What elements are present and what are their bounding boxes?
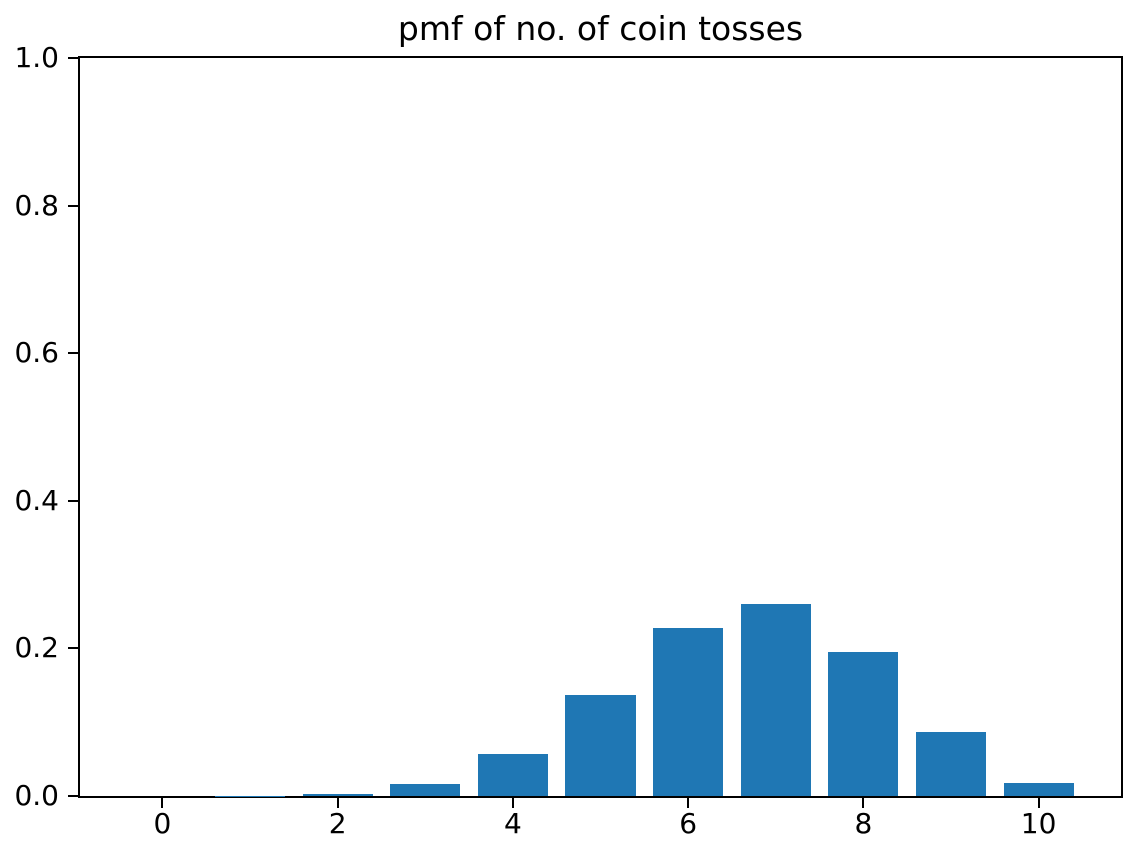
y-tick-mark — [68, 795, 78, 797]
bar-x3 — [390, 784, 461, 796]
bar-x6 — [653, 628, 724, 796]
bar-x8 — [828, 652, 899, 796]
x-tick-mark — [511, 798, 514, 808]
x-tick-label: 6 — [679, 807, 698, 840]
x-tick-label: 2 — [328, 807, 347, 840]
chart-title: pmf of no. of coin tosses — [397, 9, 804, 48]
x-tick-mark — [862, 798, 865, 808]
bar-x5 — [565, 695, 636, 796]
bar-x4 — [477, 754, 548, 796]
y-tick-label: 0.4 — [14, 483, 59, 517]
y-tick-mark — [68, 352, 78, 355]
y-tick-mark — [68, 499, 78, 502]
x-tick-mark — [687, 798, 690, 808]
y-tick-label: 0.6 — [14, 336, 59, 370]
bar-x7 — [740, 604, 811, 796]
y-tick-label: 1.0 — [14, 41, 59, 74]
bar-x10 — [1003, 783, 1074, 796]
y-tick-mark — [68, 647, 78, 650]
x-tick-mark — [1037, 798, 1040, 808]
x-tick-mark — [161, 798, 164, 808]
bar-x2 — [302, 793, 373, 796]
x-tick-label: 0 — [153, 807, 172, 840]
y-tick-label: 0.2 — [14, 631, 59, 665]
y-tick-label: 0.0 — [14, 779, 59, 812]
x-tick-label: 8 — [854, 807, 873, 840]
plot-area — [78, 56, 1123, 798]
y-tick-label: 0.8 — [14, 188, 59, 222]
x-tick-label: 4 — [503, 807, 522, 840]
y-tick-mark — [68, 204, 78, 207]
y-tick-mark — [68, 57, 78, 59]
x-tick-label: 10 — [1020, 807, 1057, 840]
bar-x9 — [915, 732, 987, 796]
x-tick-mark — [336, 798, 339, 808]
